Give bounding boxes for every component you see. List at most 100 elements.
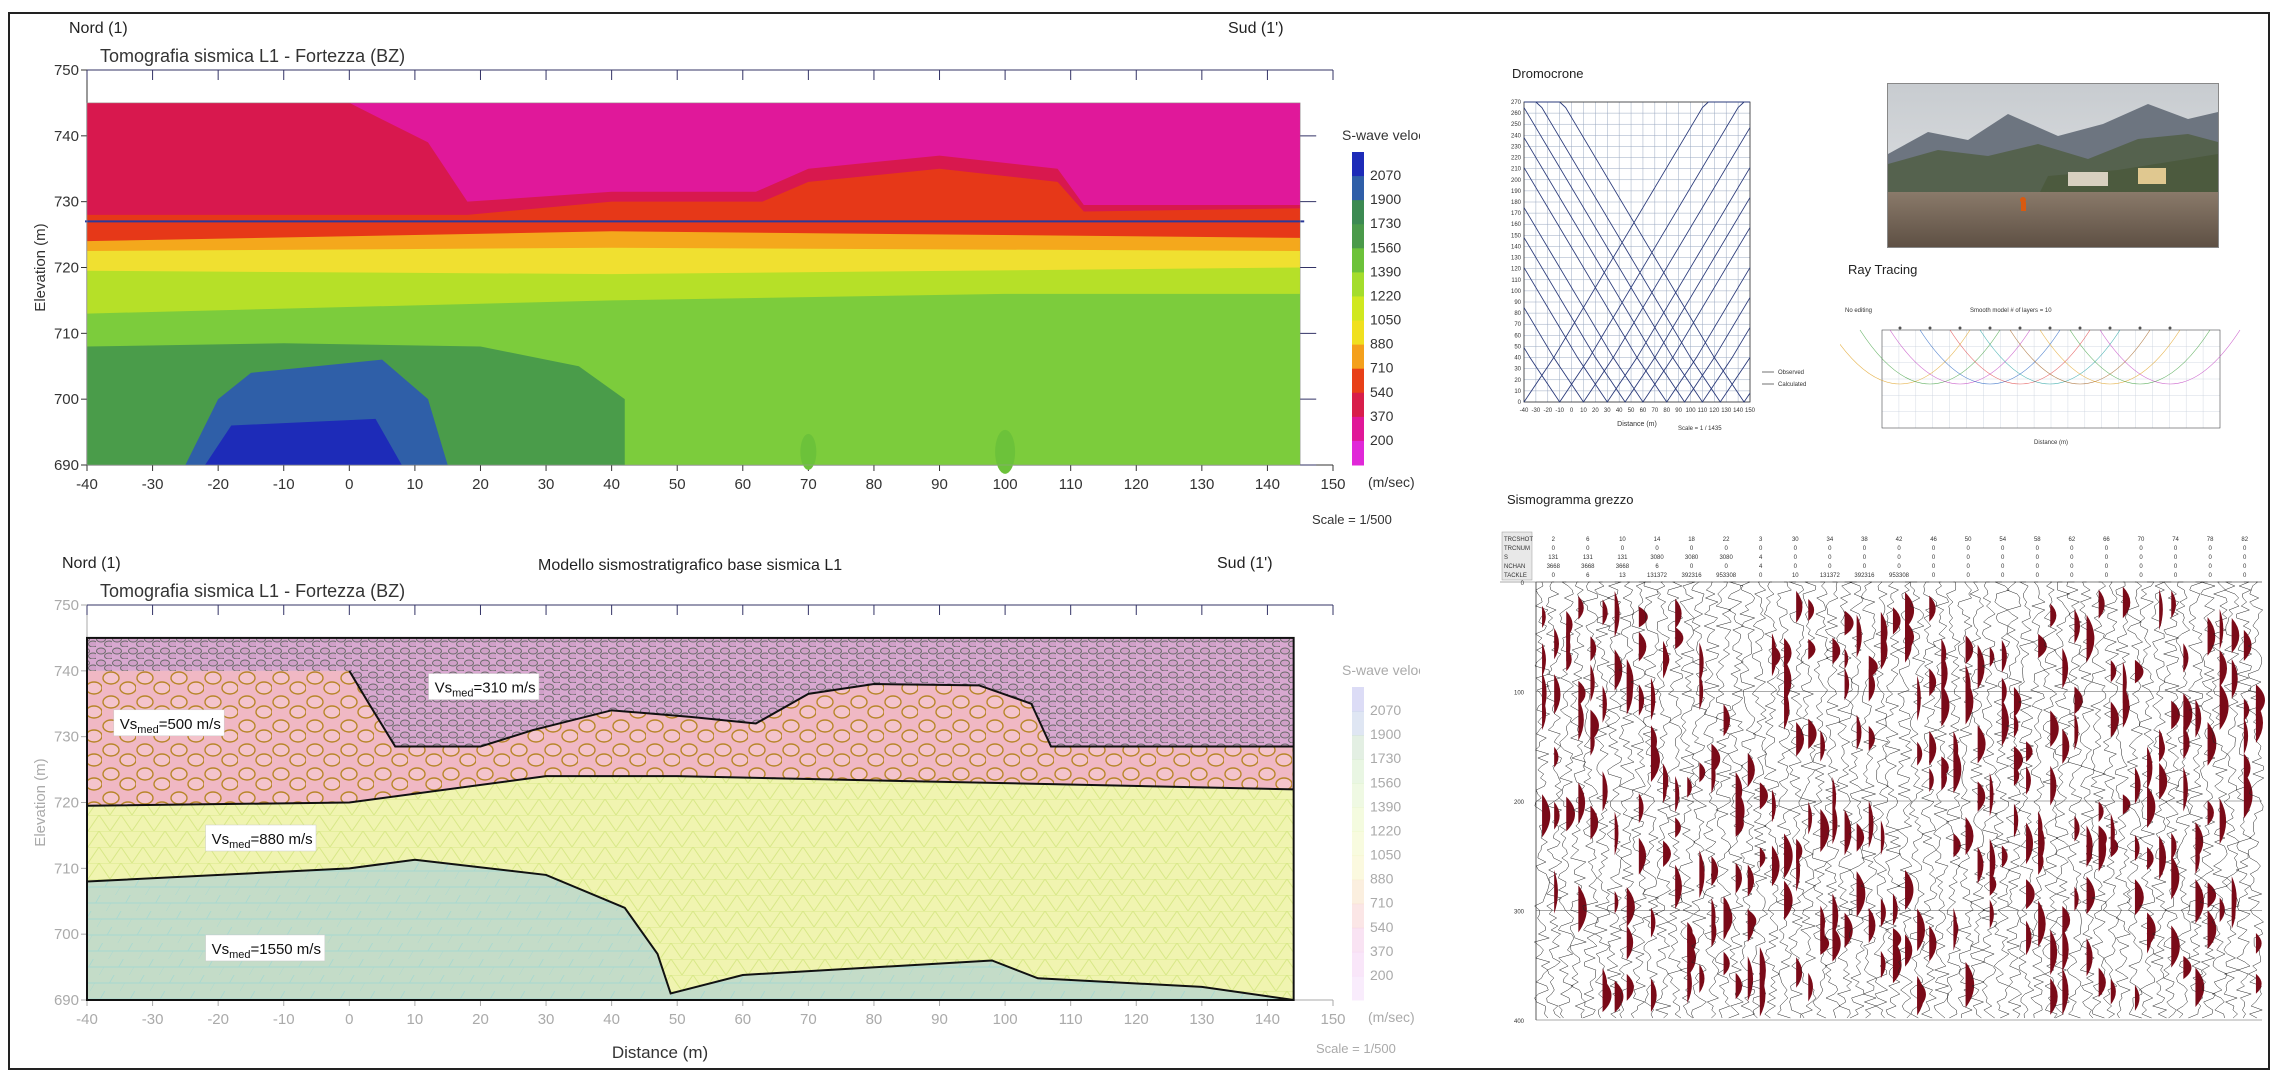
ray-path [2069,329,2211,385]
seis-wavelet [1542,643,1546,677]
seis-header-value: 0 [1932,564,1936,570]
seis-wavelet [1614,890,1619,914]
seis-header-value: 0 [2243,546,2247,552]
seis-wavelet [1989,899,1994,929]
seis-wavelet [1759,782,1768,810]
seis-wavelet [2026,741,2033,762]
seis-trace [1618,581,1635,1019]
seis-wavelet [2013,713,2019,738]
colorbar-title: S-wave velocity [1342,127,1420,143]
seis-wavelet [1687,776,1692,798]
x-tick-label: 100 [993,1011,1018,1028]
seis-header-value: 131372 [1820,573,1841,579]
seis-wavelet [2243,629,2252,661]
colorbar-tick-label: 540 [1370,384,1394,400]
seis-wavelet [2038,900,2046,948]
bottom-center-title: Modello sismostratigrafico base sismica … [538,557,843,574]
dromo-x-tick-label: -20 [1543,408,1552,414]
dromo-y-tick-label: 100 [1511,289,1522,295]
seis-wavelet [2026,879,2035,910]
field-border [86,102,1301,466]
colorbar-tick-label: 370 [1370,943,1394,959]
seis-wavelet [1578,698,1584,741]
seis-y-tick-label: 0 [1521,581,1525,587]
ray-path [1889,329,2031,385]
seis-header-value: 0 [2139,573,2143,579]
ray-path [2099,329,2241,385]
seis-wavelet [2013,686,2022,718]
dromo-y-tick-label: 40 [1514,356,1521,362]
seis-trace [2235,581,2253,1019]
dromo-x-tick-label: 150 [1745,408,1756,414]
dromo-y-tick-label: 10 [1514,389,1521,395]
seis-wavelet [1953,745,1962,794]
seis-wavelet [1638,837,1647,875]
seis-wavelet [2001,639,2007,673]
seis-wavelet [1880,820,1885,856]
seis-header-value: 78 [2207,537,2214,543]
seis-trace [1666,581,1684,1019]
dromo-frame [1523,101,1751,403]
seis-header-value: 0 [1966,573,1970,579]
ray-x-label: Distance (m) [2034,440,2068,446]
seis-header-value: 0 [1863,564,1867,570]
seis-wavelet [1977,781,1986,812]
layer-label: Vsmed=1550 m/s [212,941,321,961]
colorbar-swatch [1352,711,1364,736]
layer-label-box [113,709,225,737]
seis-wavelet [2243,717,2249,755]
seis-wavelet [1929,668,1937,697]
dromo-x-tick-label: 10 [1580,408,1587,414]
ray-path [1919,329,2061,385]
seis-wavelet [1675,817,1681,838]
layer-label-box [205,934,326,962]
seis-wavelet [2134,834,2140,862]
seis-header-value: 953308 [1716,573,1737,579]
seis-wavelet [1626,667,1633,715]
x-tick-label: 110 [1059,476,1083,493]
colorbar-tick-label: 1900 [1370,191,1401,207]
y-tick-label: 690 [54,992,79,1009]
seis-wavelet [1675,775,1680,813]
x-tick-label: 140 [1255,1011,1280,1028]
seis-wavelet [1784,880,1793,921]
boundary-880-1550 [86,858,1294,1001]
seis-wavelet [1590,727,1595,756]
dromo-x-tick-label: 120 [1709,408,1720,414]
x-tick-label: 40 [603,476,620,493]
dromo-y-tick-label: 180 [1511,200,1522,206]
seis-header-value: 18 [1688,537,1695,543]
seis-trace [2223,581,2240,1019]
seis-wavelet [2001,677,2007,706]
seis-header-value: 0 [2001,564,2005,570]
colorbar-tick-label: 710 [1370,895,1394,911]
seis-wavelet [1759,946,1766,995]
seis-trace [1739,581,1756,1019]
colorbar-swatch [1352,831,1364,857]
seis-wavelet [2062,967,2069,1016]
layer-310-fill [87,637,1294,747]
seis-wavelet [2086,825,2093,868]
seis-wavelet [1626,925,1634,960]
seis-wavelet [2086,876,2096,915]
seis-wavelet [1699,964,1705,994]
seis-header-value: 0 [1724,546,1728,552]
colorbar-title: S-wave velocity [1342,662,1420,678]
ray-shot-marker [1928,326,1932,330]
dromo-curve [1524,101,1751,403]
seis-wavelet [1820,730,1826,762]
seis-header-value: 0 [1794,555,1798,561]
colorbar-swatch [1352,272,1364,297]
seis-y-tick-label: 100 [1514,691,1525,697]
dromo-x-tick-label: -40 [1520,408,1529,414]
y-tick-label: 710 [54,325,79,342]
seis-wavelet [1965,816,1974,856]
seis-wavelet [2098,826,2107,872]
layer-1550-fill [87,859,1294,1000]
seis-wavelet [1771,644,1781,669]
dromo-y-tick-label: 0 [1518,400,1522,406]
seis-header-value: 131 [1583,555,1594,561]
colorbar-tick-label: 1050 [1370,312,1401,328]
colorbar-tick-label: 540 [1370,919,1394,935]
seis-wavelet [2050,978,2058,1015]
